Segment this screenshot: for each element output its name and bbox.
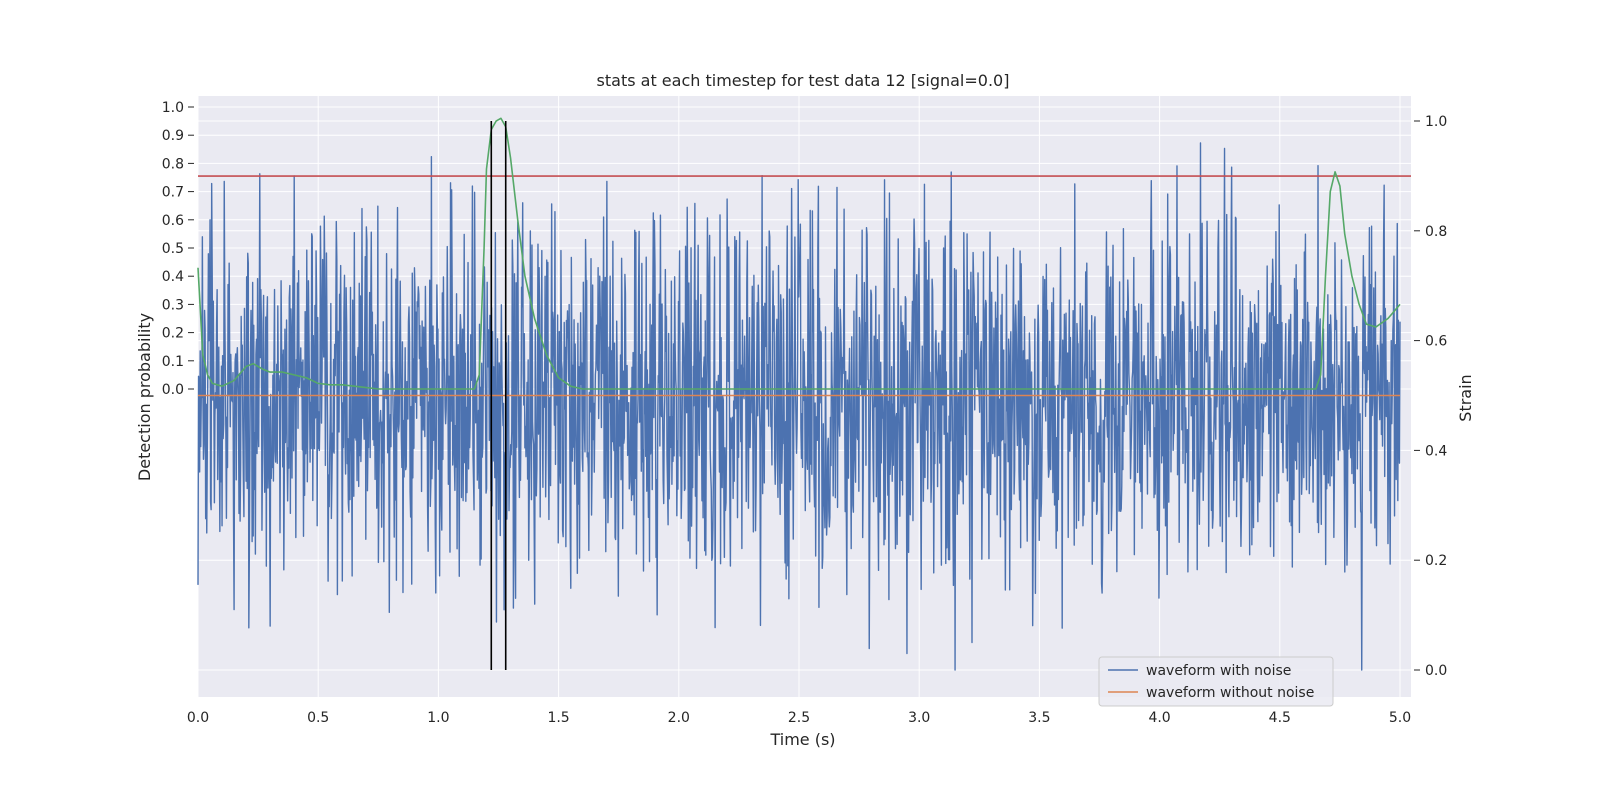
waveform-with-noise-line <box>197 142 1401 671</box>
overlay-lines <box>197 117 1411 670</box>
y-left-tick-label: 1.0 <box>162 100 184 116</box>
y-left-tick-label: 0.8 <box>162 156 184 172</box>
y-right-tick-label: 1.0 <box>1425 114 1447 130</box>
x-tick-label: 4.0 <box>1148 710 1170 726</box>
legend: waveform with noise waveform without noi… <box>1098 656 1334 707</box>
x-axis-label: Time (s) <box>769 730 835 749</box>
legend-label-waveform-with-noise: waveform with noise <box>1146 663 1291 679</box>
x-tick-label: 3.5 <box>1028 710 1050 726</box>
y-left-tick-label: 0.7 <box>162 185 184 201</box>
grid <box>197 96 1411 697</box>
y-left-tick-label: 0.4 <box>162 269 184 285</box>
y-left-tick-label: 0.1 <box>162 354 184 370</box>
x-tick-label: 1.0 <box>427 710 449 726</box>
x-tick-label: 5.0 <box>1389 710 1411 726</box>
y-right-tick-label: 0.8 <box>1425 224 1447 240</box>
y-right-tick-label: 0.6 <box>1425 334 1447 350</box>
x-tick-label: 0.0 <box>187 710 209 726</box>
x-tick-label: 0.5 <box>307 710 329 726</box>
x-axis-ticks: 0.0 0.5 1.0 1.5 2.0 2.5 3.0 3.5 4.0 4.5 5.0 <box>187 710 1411 726</box>
y-right-tick-label: 0.4 <box>1425 443 1447 459</box>
y-right-tick-label: 0.0 <box>1425 663 1447 679</box>
x-tick-label: 2.5 <box>788 710 810 726</box>
x-tick-label: 3.0 <box>908 710 930 726</box>
x-tick-label: 1.5 <box>547 710 569 726</box>
y-left-tick-label: 0.6 <box>162 213 184 229</box>
y-left-tick-label: 0.0 <box>162 382 184 398</box>
y-left-axis-label: Detection probability <box>135 313 154 481</box>
y-left-tick-label: 0.9 <box>162 128 184 144</box>
y-left-axis-ticks: 0.0 0.1 0.2 0.3 0.4 0.5 0.6 0.7 0.8 0.9 1.0 <box>162 100 194 398</box>
y-right-axis-ticks: 0.0 0.2 0.4 0.6 0.8 1.0 <box>1414 114 1447 679</box>
x-tick-label: 4.5 <box>1269 710 1291 726</box>
y-right-axis-label: Strain <box>1456 374 1475 421</box>
series-waveform-with-noise <box>197 142 1401 671</box>
legend-box <box>1098 656 1334 707</box>
detection-probability-line <box>197 117 1401 390</box>
legend-label-waveform-without-noise: waveform without noise <box>1146 685 1314 701</box>
chart-title: stats at each timestep for test data 12 … <box>597 71 1010 90</box>
y-left-tick-label: 0.5 <box>162 241 184 257</box>
y-right-tick-label: 0.2 <box>1425 553 1447 569</box>
y-left-tick-label: 0.2 <box>162 326 184 342</box>
y-left-tick-label: 0.3 <box>162 297 184 313</box>
x-tick-label: 2.0 <box>668 710 690 726</box>
